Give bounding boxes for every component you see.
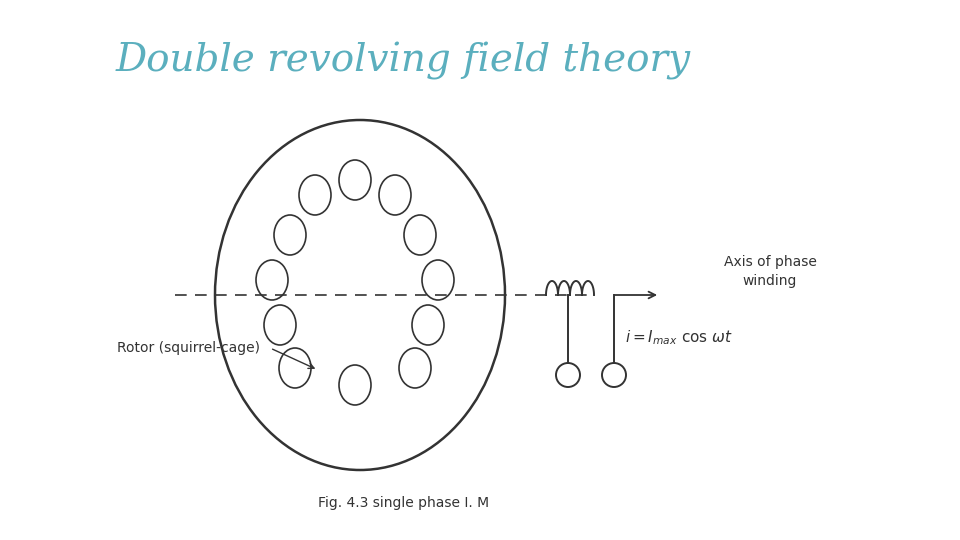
Text: Double revolving field theory: Double revolving field theory [115, 42, 691, 80]
Text: Rotor (squirrel-cage): Rotor (squirrel-cage) [117, 341, 260, 355]
Text: Fig. 4.3 single phase I. M: Fig. 4.3 single phase I. M [318, 496, 489, 510]
Text: $i = I_{max}\ \mathrm{cos}\ \omega t$: $i = I_{max}\ \mathrm{cos}\ \omega t$ [625, 328, 732, 347]
Text: Axis of phase
winding: Axis of phase winding [724, 255, 816, 288]
